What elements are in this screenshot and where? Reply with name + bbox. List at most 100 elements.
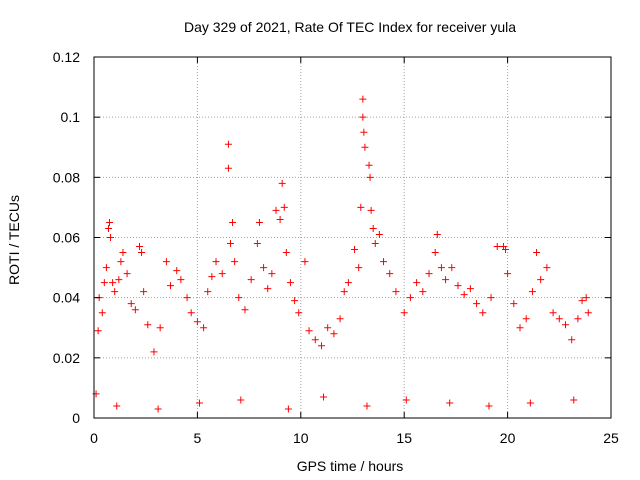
data-point: [193, 318, 201, 326]
data-point: [528, 288, 536, 296]
y-tick-label: 0.02: [53, 350, 80, 366]
data-point: [280, 203, 288, 211]
data-point: [109, 279, 117, 287]
data-point: [276, 215, 284, 223]
data-point: [107, 234, 115, 241]
data-point: [187, 309, 195, 317]
data-point: [195, 399, 203, 407]
data-point: [533, 249, 541, 257]
y-tick-label: 0.08: [53, 169, 80, 185]
data-point: [264, 285, 272, 293]
data-point: [400, 309, 408, 317]
data-point: [224, 164, 232, 172]
y-tick-label: 0.1: [61, 109, 81, 125]
x-tick-label: 15: [396, 430, 412, 446]
data-point: [502, 246, 510, 254]
y-tick-label: 0.06: [53, 230, 80, 246]
data-point: [413, 279, 421, 287]
data-point: [367, 206, 375, 214]
data-point: [295, 309, 303, 317]
data-point: [106, 218, 114, 226]
data-point: [562, 321, 570, 329]
data-point: [229, 218, 237, 226]
data-point: [102, 264, 110, 272]
y-tick-label: 0.12: [53, 49, 80, 65]
data-point: [241, 306, 249, 314]
data-point: [485, 402, 493, 410]
data-point: [359, 95, 367, 103]
data-point: [578, 297, 586, 305]
y-tick-label: 0.04: [53, 290, 80, 306]
data-point: [344, 279, 352, 287]
data-point: [305, 327, 313, 335]
data-point: [380, 258, 388, 266]
data-point: [386, 270, 394, 278]
data-point: [526, 399, 534, 407]
data-point: [371, 240, 379, 248]
data-point: [516, 324, 524, 332]
data-points: [92, 95, 592, 413]
data-point: [442, 276, 450, 284]
data-point: [117, 258, 125, 266]
grid-lines: [94, 57, 611, 418]
data-point: [291, 297, 299, 305]
data-point: [286, 279, 294, 287]
data-point: [208, 273, 216, 281]
data-point: [138, 249, 146, 257]
data-point: [357, 203, 365, 211]
data-point: [237, 396, 245, 404]
data-point: [154, 405, 162, 413]
data-point: [336, 315, 344, 323]
data-point: [253, 240, 261, 248]
data-point: [582, 294, 590, 302]
data-point: [574, 315, 582, 323]
data-point: [351, 246, 359, 254]
data-point: [537, 276, 545, 284]
data-point: [402, 396, 410, 404]
data-point: [247, 276, 255, 284]
data-point: [320, 393, 328, 401]
data-point: [173, 267, 181, 275]
data-point: [100, 279, 108, 287]
data-point: [369, 224, 377, 232]
data-point: [522, 315, 530, 323]
data-point: [549, 309, 557, 317]
data-point: [431, 249, 439, 257]
data-point: [479, 309, 487, 317]
data-point: [282, 249, 290, 257]
data-point: [437, 264, 445, 272]
data-point: [183, 294, 191, 302]
data-point: [94, 327, 102, 335]
data-point: [330, 330, 338, 338]
data-point: [212, 258, 220, 266]
y-tick-label: 0: [72, 410, 80, 426]
data-point: [555, 315, 563, 323]
data-point: [360, 128, 368, 136]
data-point: [311, 336, 319, 344]
data-point: [460, 291, 468, 299]
data-point: [361, 143, 369, 151]
data-point: [119, 249, 127, 257]
data-point: [454, 282, 462, 290]
data-point: [584, 309, 592, 317]
data-point: [406, 294, 414, 302]
data-point: [355, 264, 363, 272]
data-point: [504, 270, 512, 278]
data-point: [260, 264, 268, 272]
data-point: [433, 230, 441, 238]
y-tick-labels: 0 0.02 0.04 0.06 0.08 0.1 0.12: [53, 49, 80, 426]
data-point: [218, 270, 226, 278]
data-point: [473, 300, 481, 308]
data-point: [200, 324, 208, 332]
data-point: [317, 342, 325, 350]
data-point: [111, 288, 119, 296]
data-point: [359, 113, 367, 121]
data-point: [162, 258, 170, 266]
data-point: [177, 276, 185, 284]
data-point: [365, 161, 373, 169]
data-point: [487, 294, 495, 302]
data-point: [98, 309, 106, 317]
data-point: [113, 402, 121, 410]
data-point: [375, 230, 383, 238]
